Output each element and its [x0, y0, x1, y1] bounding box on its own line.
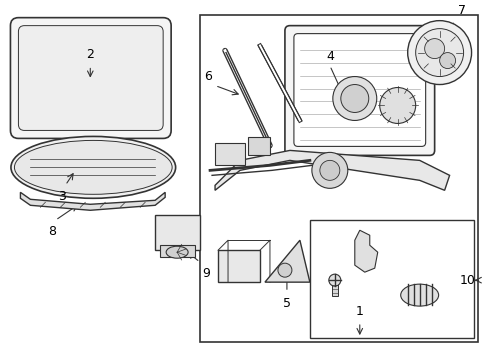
FancyBboxPatch shape — [19, 26, 163, 130]
Circle shape — [408, 21, 471, 85]
Circle shape — [416, 29, 464, 77]
Circle shape — [380, 87, 416, 123]
Circle shape — [440, 53, 456, 68]
Text: 9: 9 — [202, 267, 210, 280]
PathPatch shape — [215, 150, 450, 190]
Bar — [160, 245, 195, 257]
Circle shape — [312, 152, 348, 188]
Bar — [218, 250, 260, 282]
Text: 1: 1 — [356, 305, 364, 318]
Bar — [215, 143, 245, 165]
Circle shape — [278, 263, 292, 277]
Bar — [248, 138, 270, 156]
Text: 7: 7 — [458, 4, 466, 17]
PathPatch shape — [21, 192, 165, 210]
Bar — [155, 215, 200, 250]
PathPatch shape — [355, 230, 378, 272]
Ellipse shape — [166, 246, 188, 258]
Ellipse shape — [401, 284, 439, 306]
Text: 4: 4 — [326, 50, 334, 63]
Text: 2: 2 — [86, 48, 94, 60]
FancyBboxPatch shape — [294, 33, 426, 147]
Circle shape — [320, 160, 340, 180]
Text: 8: 8 — [49, 225, 56, 238]
FancyBboxPatch shape — [10, 18, 171, 138]
Text: 5: 5 — [283, 297, 291, 310]
Text: 6: 6 — [204, 69, 212, 82]
Bar — [200, 15, 478, 342]
Circle shape — [329, 274, 341, 286]
Ellipse shape — [11, 136, 175, 198]
Bar — [332, 280, 338, 296]
Circle shape — [333, 77, 377, 121]
FancyBboxPatch shape — [285, 26, 435, 156]
Circle shape — [341, 85, 369, 112]
PathPatch shape — [265, 240, 310, 282]
Circle shape — [425, 39, 444, 59]
Text: 10: 10 — [460, 274, 476, 287]
Ellipse shape — [14, 140, 172, 194]
Bar — [310, 220, 473, 338]
Text: 3: 3 — [58, 190, 66, 203]
